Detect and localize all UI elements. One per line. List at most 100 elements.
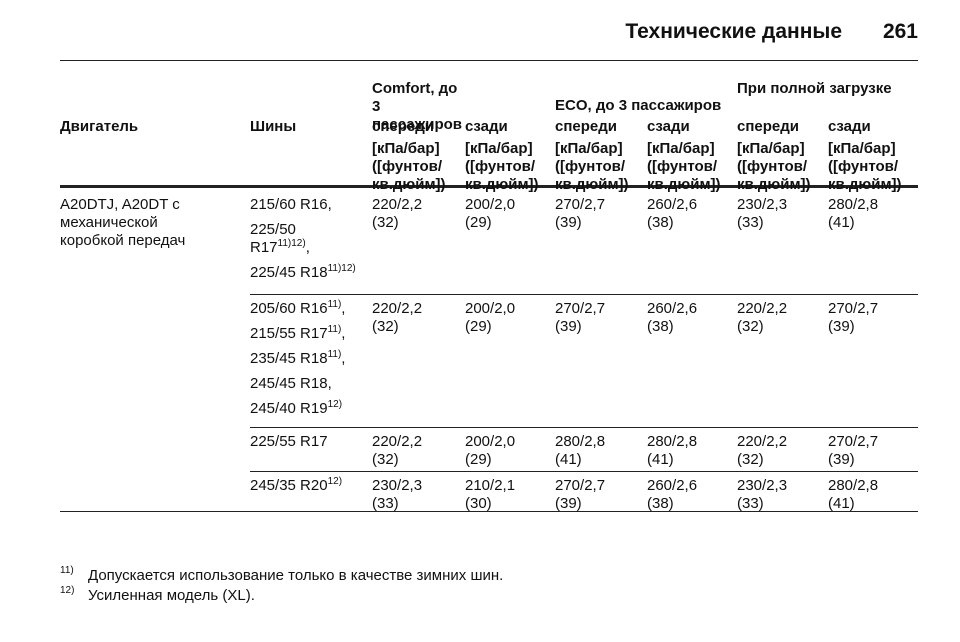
pressure-cell: 280/2,8 (41): [647, 433, 697, 469]
group-header: При полной загрузке: [737, 80, 892, 97]
pressure-psi: (39): [828, 451, 855, 468]
pressure-kpa: 220/2,2: [372, 196, 423, 213]
pressure-psi: (32): [372, 451, 399, 468]
footnote-ref: 12): [327, 399, 343, 410]
tire: 245/40 R1912): [250, 400, 358, 418]
unit-header: [кПа/бар] ([фунтов/ кв.дюйм]): [372, 140, 446, 193]
pressure-psi: (39): [555, 495, 582, 512]
pressure-kpa: 230/2,3: [737, 196, 788, 213]
pressure-psi: (33): [737, 495, 764, 512]
footnote-ref: 12): [327, 476, 343, 487]
unit-header: [кПа/бар] ([фунтов/ кв.дюйм]): [465, 140, 539, 193]
column-header: Шины: [250, 118, 297, 135]
rule: [250, 294, 918, 295]
unit-header: [кПа/бар] ([фунтов/ кв.дюйм]): [555, 140, 629, 193]
tire-size: 245/35 R20: [250, 477, 328, 494]
pressure-cell: 270/2,7 (39): [555, 300, 605, 336]
pressure-psi: (38): [647, 495, 674, 512]
pressure-kpa: 200/2,0: [465, 196, 516, 213]
pressure-psi: (39): [555, 214, 582, 231]
tire: 225/45 R1811)12): [250, 264, 358, 282]
tire-size: 245/40 R19: [250, 400, 328, 417]
footnote-ref: 11): [327, 324, 342, 335]
pressure-psi: (29): [465, 214, 492, 231]
pressure-cell: 260/2,6 (38): [647, 300, 697, 336]
pressure-psi: (39): [828, 318, 855, 335]
pressure-kpa: 280/2,8: [828, 196, 879, 213]
tire-size: 215/55 R17: [250, 325, 328, 342]
footnote-ref: 11)12): [327, 263, 356, 274]
punctuation: ,: [341, 300, 346, 317]
pressure-kpa: 260/2,6: [647, 300, 698, 317]
tire-size: 205/60 R16: [250, 300, 328, 317]
rule: [60, 60, 918, 61]
tire-size: 245/45 R18,: [250, 375, 332, 392]
pressure-cell: 200/2,0 (29): [465, 300, 515, 336]
tire: 225/50 R1711)12),: [250, 221, 358, 257]
pressure-psi: (29): [465, 451, 492, 468]
tire: 215/55 R1711),: [250, 325, 358, 343]
pressure-cell: 270/2,7 (39): [828, 300, 878, 336]
pressure-kpa: 230/2,3: [737, 477, 788, 494]
footnote-text: Усиленная модель (XL).: [88, 587, 255, 604]
rule: [250, 427, 918, 428]
pressure-psi: (41): [828, 495, 855, 512]
footnote-ref: 11): [327, 299, 342, 310]
tire-list: 205/60 R1611), 215/55 R1711), 235/45 R1811…: [250, 300, 358, 425]
pressure-psi: (38): [647, 214, 674, 231]
pressure-cell: 200/2,0 (29): [465, 196, 515, 232]
pressure-kpa: 280/2,8: [647, 433, 698, 450]
pressure-cell: 260/2,6 (38): [647, 196, 697, 232]
pressure-psi: (41): [555, 451, 582, 468]
pressure-cell: 220/2,2 (32): [737, 300, 787, 336]
unit-header: [кПа/бар] ([фунтов/ кв.дюйм]): [647, 140, 721, 193]
punctuation: ,: [305, 239, 310, 256]
pressure-psi: (38): [647, 318, 674, 335]
pressure-cell: 230/2,3 (33): [737, 477, 787, 513]
tire-size: 225/45 R18: [250, 264, 328, 281]
pressure-kpa: 220/2,2: [737, 300, 788, 317]
tire: 245/35 R2012): [250, 477, 358, 495]
pressure-cell: 280/2,8 (41): [828, 477, 878, 513]
pressure-kpa: 270/2,7: [828, 300, 879, 317]
punctuation: ,: [341, 350, 346, 367]
pressure-kpa: 220/2,2: [737, 433, 788, 450]
footnote-ref: 11)12): [277, 238, 306, 249]
tire-list: 225/55 R17: [250, 433, 358, 458]
pressure-kpa: 280/2,8: [555, 433, 606, 450]
unit-header: [кПа/бар] ([фунтов/ кв.дюйм]): [828, 140, 902, 193]
page-number: 261: [882, 20, 918, 43]
tire: 235/45 R1811),: [250, 350, 358, 368]
pressure-psi: (32): [737, 451, 764, 468]
column-header: спереди: [555, 118, 617, 135]
tire-size: 235/45 R18: [250, 350, 328, 367]
tire-size: 225/50 R17: [250, 221, 296, 256]
unit-header: [кПа/бар] ([фунтов/ кв.дюйм]): [737, 140, 811, 193]
tire: 205/60 R1611),: [250, 300, 358, 318]
pressure-psi: (39): [555, 318, 582, 335]
pressure-kpa: 260/2,6: [647, 196, 698, 213]
pressure-psi: (32): [372, 318, 399, 335]
column-header: сзади: [465, 118, 508, 135]
pressure-kpa: 270/2,7: [555, 300, 606, 317]
pressure-cell: 280/2,8 (41): [555, 433, 605, 469]
pressure-kpa: 270/2,7: [555, 196, 606, 213]
pressure-cell: 210/2,1 (30): [465, 477, 515, 513]
pressure-kpa: 200/2,0: [465, 433, 516, 450]
pressure-psi: (33): [372, 495, 399, 512]
tire: 225/55 R17: [250, 433, 358, 451]
tire: 245/45 R18,: [250, 375, 358, 393]
pressure-cell: 230/2,3 (33): [737, 196, 787, 232]
tire-list: 215/60 R16, 225/50 R1711)12), 225/45 R1811…: [250, 196, 358, 289]
rule: [250, 471, 918, 472]
pressure-cell: 220/2,2 (32): [372, 196, 422, 232]
pressure-cell: 270/2,7 (39): [555, 196, 605, 232]
pressure-cell: 230/2,3 (33): [372, 477, 422, 513]
pressure-kpa: 200/2,0: [465, 300, 516, 317]
pressure-kpa: 280/2,8: [828, 477, 879, 494]
pressure-cell: 270/2,7 (39): [555, 477, 605, 513]
footnote-ref: 11): [327, 349, 342, 360]
pressure-psi: (33): [737, 214, 764, 231]
group-header: ECO, до 3 пассажиров: [555, 97, 722, 114]
